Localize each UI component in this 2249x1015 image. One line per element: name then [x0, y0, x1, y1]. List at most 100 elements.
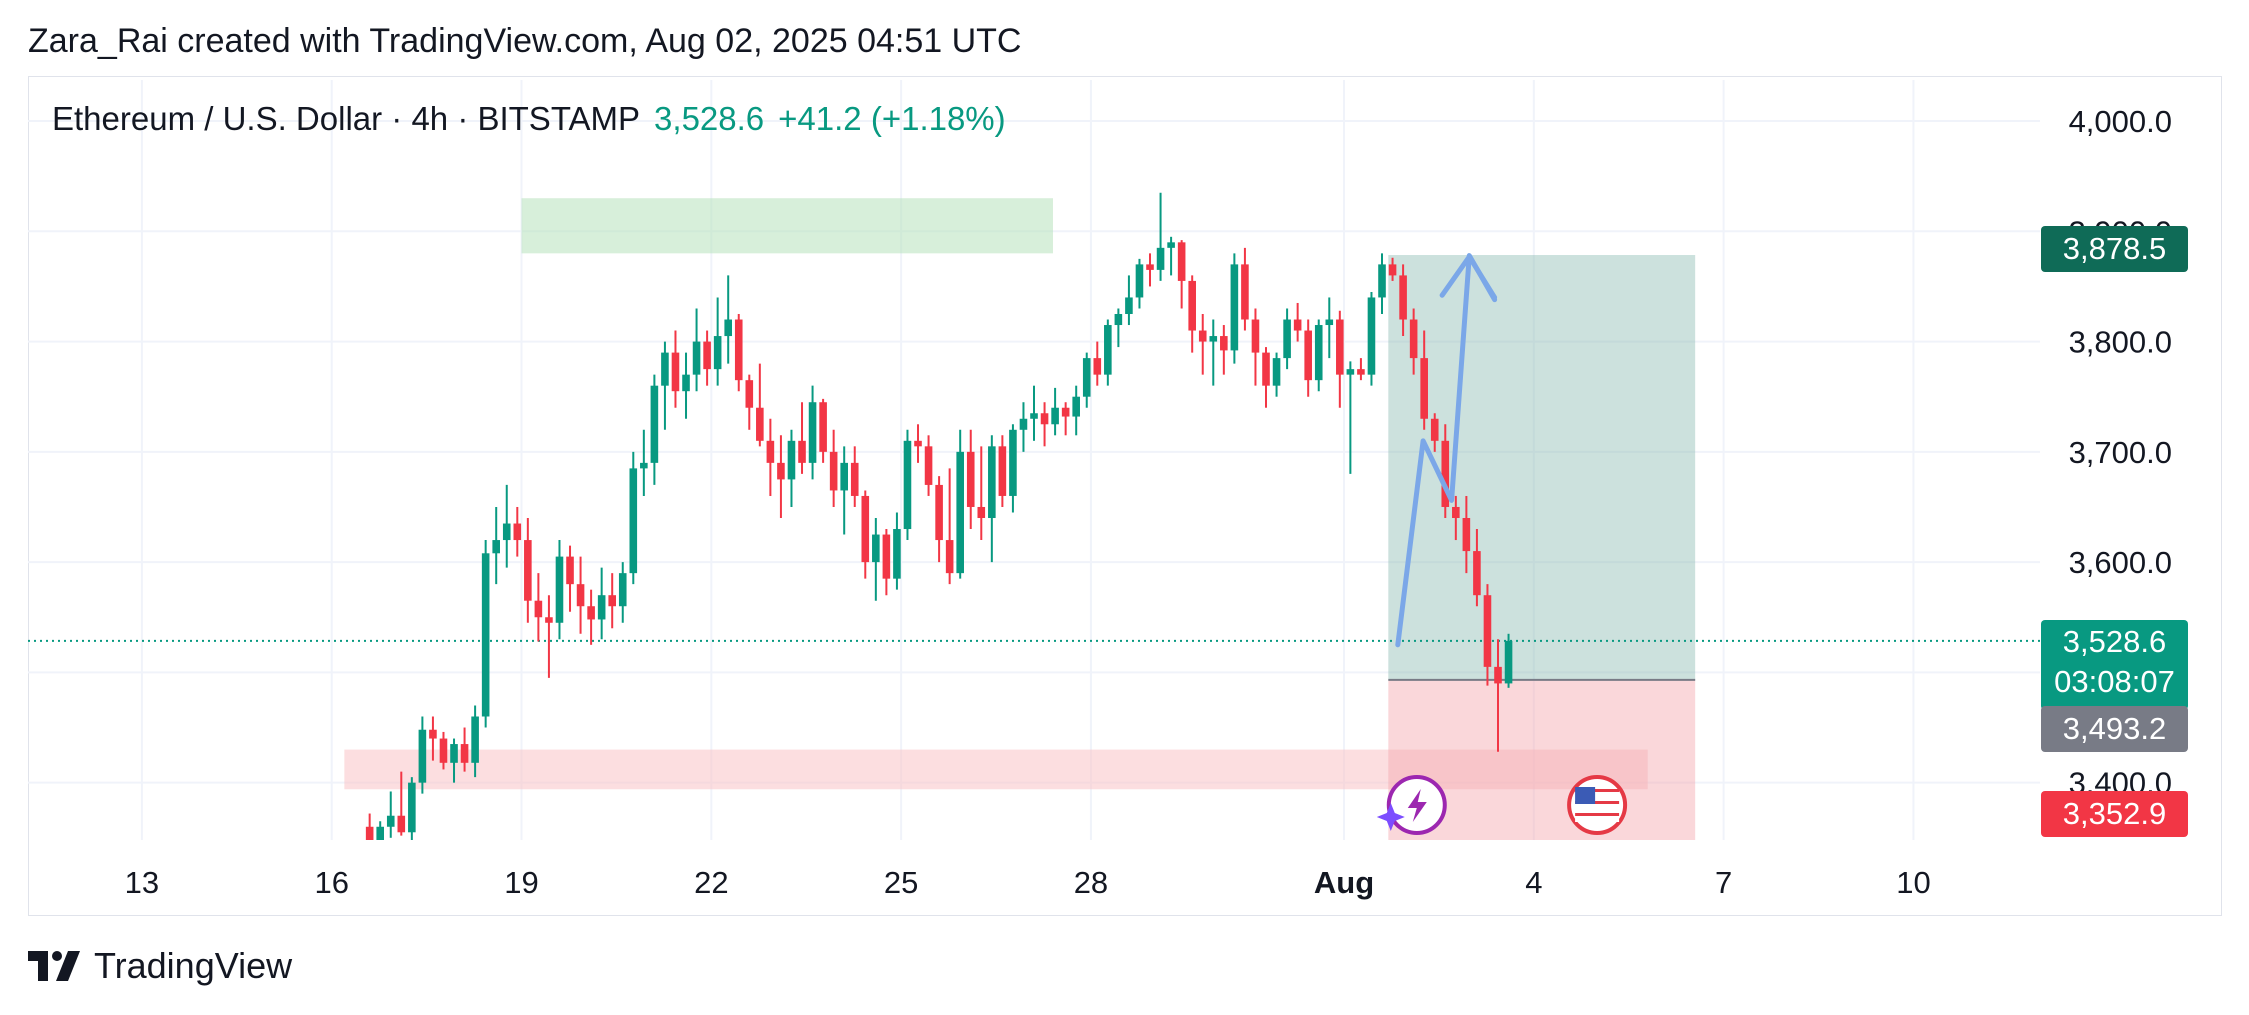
- resistance-zone: [521, 198, 1053, 254]
- legend-change: +41.2 (+1.18%): [778, 100, 1006, 137]
- flag-stripe: [1575, 801, 1620, 804]
- candle-body: [966, 451, 975, 507]
- x-tick-label: 4: [1525, 865, 1542, 900]
- candle-body: [1051, 407, 1059, 425]
- footer-brand[interactable]: TradingView: [28, 945, 292, 987]
- candle-body: [502, 523, 511, 541]
- candle-body: [597, 595, 606, 620]
- candle-body: [1030, 413, 1038, 419]
- candle-body: [534, 600, 543, 618]
- candle-body: [861, 495, 870, 563]
- candle-body: [798, 440, 806, 463]
- x-tick-label: 13: [125, 865, 159, 900]
- candle-body: [1399, 275, 1407, 320]
- earnings-bolt-icon[interactable]: [1376, 775, 1447, 835]
- candle-body: [376, 826, 385, 840]
- candle-body: [840, 462, 848, 491]
- candle-body: [756, 407, 764, 441]
- candle-body: [408, 782, 416, 833]
- candle-body: [671, 352, 680, 392]
- x-tick-label: Aug: [1314, 865, 1374, 900]
- long-position: [28, 255, 2041, 840]
- candle-body: [988, 446, 996, 519]
- candle-body: [977, 506, 986, 519]
- candle-body: [1452, 506, 1460, 519]
- time-axis: 13 16 19 22 25 28 Aug 4 7 10: [125, 865, 1931, 900]
- x-tick-label: 19: [504, 865, 538, 900]
- candle-body: [640, 462, 648, 469]
- candle-body: [545, 617, 553, 623]
- candle-body: [787, 440, 796, 480]
- candle-body: [1093, 358, 1102, 375]
- projection-path: [1395, 253, 1498, 648]
- candle-body: [829, 451, 838, 491]
- candle-body: [1009, 429, 1017, 496]
- candle-body: [1104, 325, 1112, 375]
- chart-header: Zara_Rai created with TradingView.com, A…: [28, 22, 1022, 60]
- candle-body: [1040, 413, 1049, 425]
- x-tick-label: 22: [694, 865, 728, 900]
- flag-stripe: [1575, 819, 1620, 822]
- candle-body: [1072, 396, 1080, 417]
- candle-body: [914, 440, 922, 447]
- y-tick-label: 3,700.0: [2069, 435, 2172, 470]
- brand-name: TradingView: [94, 945, 293, 986]
- us-flag-icon[interactable]: [1567, 775, 1628, 835]
- entry-price-label: 3,493.2: [2041, 706, 2188, 752]
- candle-body: [1430, 418, 1439, 441]
- candle-body: [492, 540, 501, 554]
- bolt-shape: [1407, 789, 1427, 822]
- candle-body: [1293, 319, 1302, 331]
- candle-body: [1283, 319, 1291, 359]
- candle-body: [513, 523, 522, 541]
- sparkle-shape: [1376, 803, 1405, 831]
- candle-body: [1082, 358, 1091, 397]
- candle-body: [945, 540, 954, 574]
- candle-body: [713, 336, 722, 370]
- candle-body: [1251, 319, 1260, 353]
- candle-body: [1198, 330, 1207, 342]
- candle-body: [1146, 264, 1154, 270]
- target-zone: [1388, 255, 1696, 680]
- candle-body: [555, 556, 564, 623]
- candle-body: [1262, 352, 1270, 386]
- candle-body: [956, 451, 964, 574]
- candle-body: [397, 815, 406, 833]
- candle-body: [1019, 418, 1028, 430]
- candle-body: [724, 319, 732, 337]
- candle-body: [661, 352, 669, 386]
- candle-body: [1125, 297, 1133, 315]
- current-price-value: 3,528.6: [2062, 624, 2167, 659]
- y-tick-label: 3,600.0: [2069, 545, 2172, 580]
- candle-body: [418, 729, 427, 783]
- grid-lines: [28, 80, 2040, 840]
- candle-body: [1346, 369, 1355, 375]
- candle-body: [1135, 264, 1144, 298]
- bar-countdown: 03:08:07: [2054, 664, 2175, 699]
- candle-body: [1473, 551, 1481, 596]
- flag-stripe: [1575, 807, 1620, 810]
- event-markers: [1376, 775, 1628, 835]
- candle-body: [682, 374, 690, 392]
- candle-body: [1272, 358, 1281, 386]
- candle-body: [1441, 440, 1450, 507]
- candle-body: [819, 402, 827, 452]
- candle-body: [998, 446, 1007, 496]
- symbol-title[interactable]: Ethereum / U.S. Dollar · 4h · BITSTAMP: [52, 100, 641, 137]
- candle-body: [386, 815, 395, 827]
- candle-body: [1230, 264, 1239, 351]
- candle-body: [629, 468, 638, 574]
- flag-stripe: [1575, 813, 1620, 816]
- candle-body: [1357, 369, 1365, 375]
- chart-legend: Ethereum / U.S. Dollar · 4h · BITSTAMP 3,…: [52, 100, 1006, 138]
- candle-body: [1462, 518, 1471, 552]
- candle-body: [450, 744, 458, 763]
- candle-body: [1304, 330, 1312, 381]
- candle-body: [1388, 264, 1397, 276]
- candle-body: [618, 573, 627, 607]
- candle-body: [365, 826, 374, 840]
- candle-body: [1325, 319, 1334, 326]
- projection-arrowhead: [1439, 254, 1498, 300]
- x-tick-label: 7: [1715, 865, 1732, 900]
